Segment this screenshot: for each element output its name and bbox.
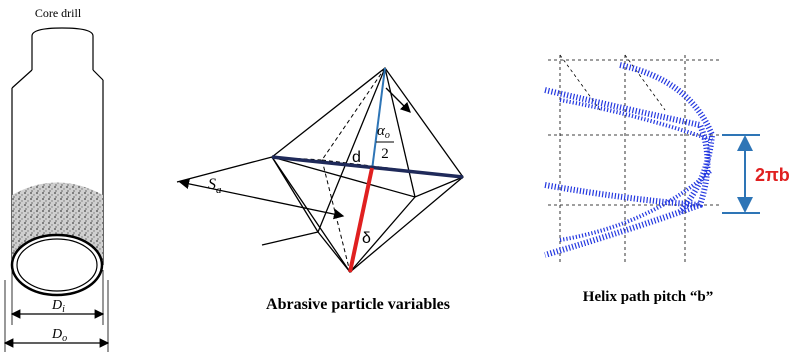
pitch-label: 2πb [755, 165, 790, 185]
core-drill-label: Core drill [35, 6, 82, 20]
tube-end [12, 235, 102, 295]
diagram: Core drill Di Do Sa d αo 2 δ Abrasive pa… [0, 0, 795, 358]
shank [32, 28, 93, 70]
helix-trace [545, 65, 712, 255]
diameter-line [272, 157, 463, 177]
depth-label: δ [362, 230, 371, 247]
spacing-line [180, 182, 343, 216]
abrasive-particle: Sa d αo 2 δ Abrasive particle variables [177, 68, 463, 313]
caption: Helix path pitch “b” [583, 289, 713, 305]
inner-diameter-label: Di [51, 298, 65, 315]
angle-denominator: 2 [381, 146, 389, 162]
spacing-ext [177, 157, 272, 182]
shoulder [12, 70, 103, 88]
angle-label: αo [377, 123, 390, 141]
core-drill: Core drill Di Do [5, 6, 108, 352]
helix-path: 2πb Helix path pitch “b” [545, 55, 790, 305]
outer-diameter-label: Do [51, 327, 67, 344]
angle-arc [386, 88, 410, 112]
size-label: d [352, 149, 361, 166]
spacing-label: Sa [208, 176, 222, 196]
spacing-ext [262, 232, 318, 245]
caption: Abrasive particle variables [266, 296, 450, 313]
grid [548, 55, 720, 262]
